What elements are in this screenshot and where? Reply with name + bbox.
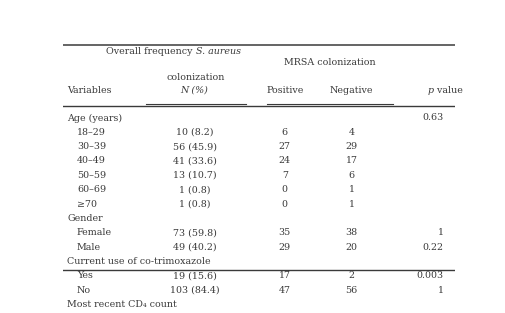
Text: Negative: Negative (329, 86, 373, 95)
Text: Positive: Positive (266, 86, 303, 95)
Text: 1 (0.8): 1 (0.8) (178, 185, 210, 194)
Text: 56 (45.9): 56 (45.9) (172, 142, 216, 151)
Text: 1: 1 (348, 185, 354, 194)
Text: MRSA colonization: MRSA colonization (283, 58, 375, 67)
Text: Yes: Yes (77, 271, 92, 280)
Text: 0.22: 0.22 (422, 243, 443, 252)
Text: 60–69: 60–69 (77, 185, 106, 194)
Text: 0.63: 0.63 (422, 114, 443, 122)
Text: 29: 29 (345, 142, 357, 151)
Text: 1 (0.8): 1 (0.8) (178, 199, 210, 208)
Text: Age (years): Age (years) (67, 114, 122, 123)
Text: 1: 1 (437, 228, 443, 237)
Text: Gender: Gender (67, 214, 103, 223)
Text: 40–49: 40–49 (77, 156, 106, 166)
Text: Variables: Variables (67, 86, 112, 95)
Text: 30–39: 30–39 (77, 142, 106, 151)
Text: 24: 24 (278, 156, 290, 166)
Text: 20: 20 (345, 243, 357, 252)
Text: 10 (8.2): 10 (8.2) (176, 128, 213, 137)
Text: 18–29: 18–29 (77, 128, 106, 137)
Text: 49 (40.2): 49 (40.2) (173, 243, 216, 252)
Text: Overall frequency: Overall frequency (106, 47, 195, 56)
Text: 103 (84.4): 103 (84.4) (170, 285, 219, 295)
Text: 41 (33.6): 41 (33.6) (172, 156, 216, 166)
Text: No: No (77, 285, 91, 295)
Text: 2: 2 (348, 271, 354, 280)
Text: 73 (59.8): 73 (59.8) (172, 228, 216, 237)
Text: 7: 7 (281, 171, 287, 180)
Text: 6: 6 (348, 171, 354, 180)
Text: 56: 56 (345, 285, 357, 295)
Text: 6: 6 (281, 128, 287, 137)
Text: 1: 1 (437, 285, 443, 295)
Text: colonization: colonization (166, 73, 224, 81)
Text: 0: 0 (281, 199, 287, 208)
Text: Male: Male (77, 243, 101, 252)
Text: 17: 17 (278, 271, 290, 280)
Text: 1: 1 (348, 199, 354, 208)
Text: 17: 17 (345, 156, 357, 166)
Text: 38: 38 (345, 228, 357, 237)
Text: Female: Female (77, 228, 112, 237)
Text: 50–59: 50–59 (77, 171, 106, 180)
Text: 19 (15.6): 19 (15.6) (172, 271, 216, 280)
Text: p: p (427, 86, 433, 95)
Text: 35: 35 (278, 228, 290, 237)
Text: 27: 27 (278, 142, 290, 151)
Text: S. aureus: S. aureus (195, 47, 240, 56)
Text: 29: 29 (278, 243, 290, 252)
Text: 13 (10.7): 13 (10.7) (173, 171, 216, 180)
Text: 4: 4 (348, 128, 354, 137)
Text: value: value (433, 86, 462, 95)
Text: Current use of co-trimoxazole: Current use of co-trimoxazole (67, 257, 211, 266)
Text: Most recent CD₄ count: Most recent CD₄ count (67, 300, 177, 309)
Text: N (%): N (%) (180, 86, 208, 95)
Text: 0: 0 (281, 185, 287, 194)
Text: 47: 47 (278, 285, 290, 295)
Text: 0.003: 0.003 (416, 271, 443, 280)
Text: ≥70: ≥70 (77, 199, 97, 208)
